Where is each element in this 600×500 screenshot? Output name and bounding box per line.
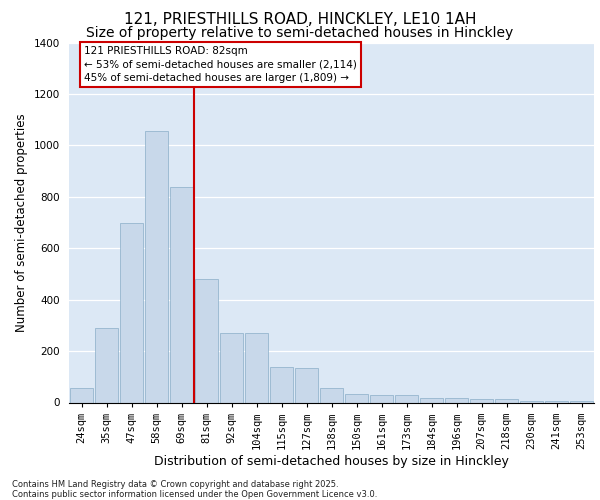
Text: 121, PRIESTHILLS ROAD, HINCKLEY, LE10 1AH: 121, PRIESTHILLS ROAD, HINCKLEY, LE10 1A… (124, 12, 476, 26)
Bar (420, 398, 443, 402)
Bar (520, 401, 543, 402)
Bar (145, 131, 168, 402)
Bar (245, 333, 268, 402)
Bar (120, 222, 143, 402)
Bar (170, 186, 193, 402)
Bar (395, 396, 418, 402)
Y-axis label: Number of semi-detached properties: Number of semi-detached properties (15, 113, 28, 332)
X-axis label: Distribution of semi-detached houses by size in Hinckley: Distribution of semi-detached houses by … (154, 454, 509, 468)
Text: Size of property relative to semi-detached houses in Hinckley: Size of property relative to semi-detach… (86, 26, 514, 40)
Bar (470, 399, 493, 402)
Bar (220, 333, 243, 402)
Bar (295, 368, 318, 402)
Bar (345, 394, 368, 402)
Bar (370, 396, 393, 402)
Bar (445, 398, 468, 402)
Bar (270, 366, 293, 402)
Bar (495, 399, 518, 402)
Text: 121 PRIESTHILLS ROAD: 82sqm
← 53% of semi-detached houses are smaller (2,114)
45: 121 PRIESTHILLS ROAD: 82sqm ← 53% of sem… (84, 46, 357, 83)
Text: Contains HM Land Registry data © Crown copyright and database right 2025.
Contai: Contains HM Land Registry data © Crown c… (12, 480, 377, 499)
Bar (70, 388, 93, 402)
Bar (195, 279, 218, 402)
Bar (320, 388, 343, 402)
Bar (95, 328, 118, 402)
